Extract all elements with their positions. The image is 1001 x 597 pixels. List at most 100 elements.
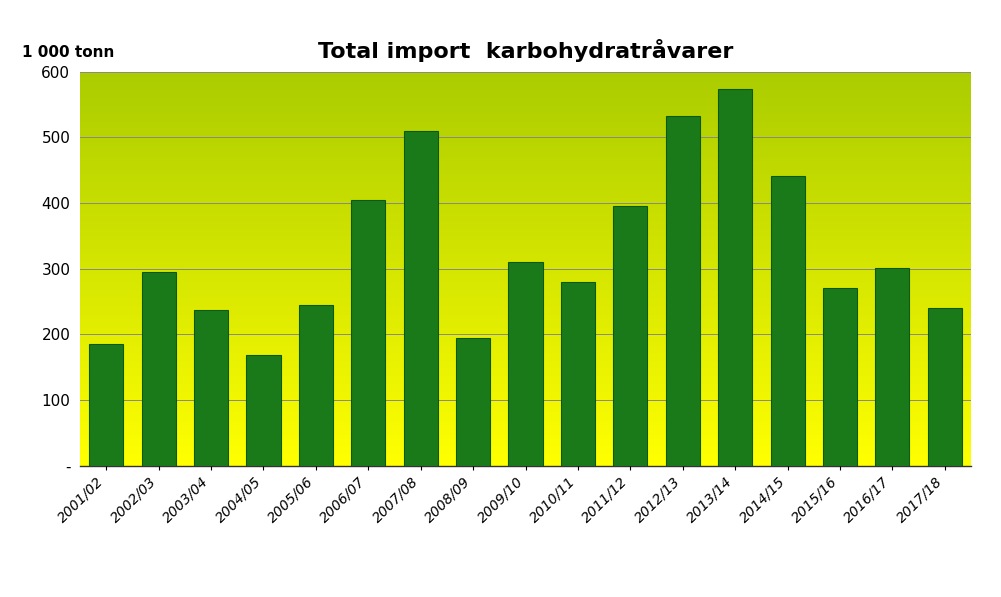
Bar [80,100,971,102]
Bar [80,279,971,281]
Bar [80,414,971,416]
Bar [80,349,971,350]
Bar [80,405,971,407]
Bar [80,286,971,287]
Bar [80,445,971,446]
Bar [80,337,971,338]
Bar [80,155,971,156]
Bar [80,418,971,420]
Bar [80,451,971,453]
Bar [80,258,971,260]
Bar [80,371,971,373]
Bar [80,340,971,341]
Bar [80,368,971,370]
Bar [246,355,280,466]
Bar [80,87,971,89]
Bar [80,283,971,284]
Bar [80,247,971,248]
Bar [80,399,971,400]
Bar [80,248,971,249]
Bar [80,135,971,136]
Bar [80,276,971,278]
Bar [80,386,971,387]
Bar [80,72,971,73]
Bar [80,254,971,256]
Bar [80,359,971,361]
Bar [80,256,971,257]
Bar [80,329,971,330]
Bar [80,96,971,97]
Bar [80,365,971,366]
Bar [194,310,228,466]
Bar [614,207,648,466]
Bar [80,374,971,375]
Bar [80,266,971,267]
Bar [80,98,971,99]
Bar [80,313,971,315]
Bar [80,91,971,93]
Bar [80,133,971,135]
Bar [80,183,971,184]
Bar [80,110,971,111]
Bar [80,346,971,347]
Bar [80,309,971,310]
Bar [80,291,971,293]
Bar [80,77,971,78]
Bar [80,362,971,363]
Bar [80,195,971,196]
Bar [80,132,971,133]
Bar [80,261,971,262]
Bar [80,287,971,288]
Text: 1 000 tonn: 1 000 tonn [22,45,114,60]
Bar [80,401,971,402]
Bar [80,288,971,290]
Bar [80,282,971,283]
Bar [80,384,971,386]
Bar [299,304,333,466]
Bar [80,115,971,116]
Bar [80,269,971,270]
Bar [875,268,909,466]
Bar [80,457,971,458]
Bar [80,307,971,308]
Bar [80,356,971,358]
Bar [80,448,971,450]
Bar [80,315,971,316]
Bar [80,166,971,168]
Bar [142,272,176,466]
Bar [80,453,971,454]
Bar [823,288,857,466]
Bar [80,370,971,371]
Bar [80,228,971,229]
Bar [80,207,971,208]
Bar [80,439,971,441]
Bar [80,420,971,421]
Bar [80,187,971,189]
Bar [80,150,971,152]
Bar [80,90,971,91]
Bar [80,227,971,228]
Bar [80,102,971,103]
Bar [80,367,971,368]
Bar [80,124,971,125]
Bar [80,242,971,244]
Bar [80,325,971,327]
Bar [80,427,971,429]
Bar [80,391,971,392]
Bar [80,332,971,333]
Bar [80,438,971,439]
Bar [80,86,971,87]
Bar [80,81,971,82]
Bar [509,262,543,466]
Bar [80,383,971,384]
Bar [80,275,971,276]
Bar [80,174,971,176]
Bar [80,416,971,417]
Bar [80,211,971,212]
Bar [80,363,971,365]
Bar [80,137,971,139]
Bar [80,107,971,109]
Bar [80,262,971,263]
Bar [80,400,971,401]
Bar [80,194,971,195]
